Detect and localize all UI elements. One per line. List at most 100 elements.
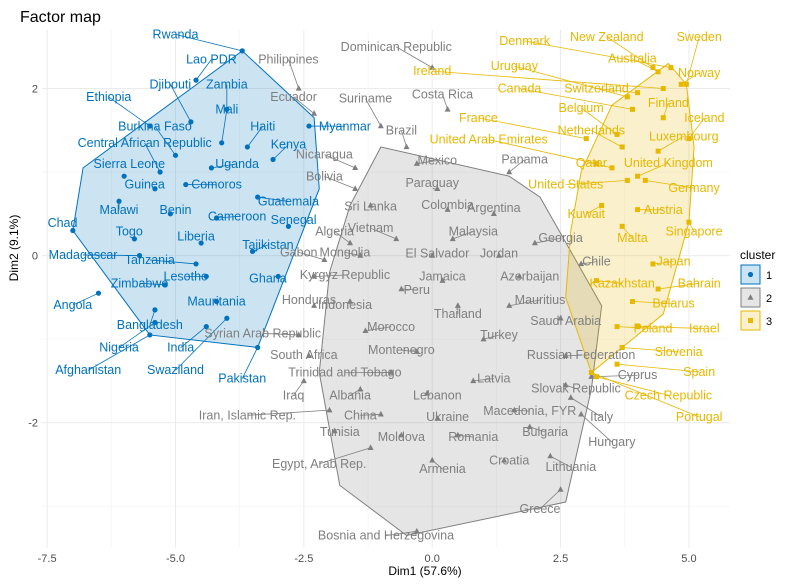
point-jordan (495, 252, 502, 258)
label-moldova: Moldova (378, 430, 425, 444)
point-india (203, 323, 209, 330)
label-qatar: Qatar (576, 156, 607, 170)
point-netherlands (619, 144, 625, 150)
y-tick-label: 0 (32, 251, 38, 263)
connector-angola (72, 292, 99, 306)
connector-tajikistan (252, 244, 269, 252)
point-kenya (270, 156, 276, 163)
label-denmark: Denmark (499, 34, 550, 48)
point-united-states (624, 177, 630, 183)
label-hungary: Hungary (588, 435, 636, 449)
point-guatemala (255, 194, 261, 200)
point-mexico (413, 160, 420, 166)
connector-bolivia (324, 176, 356, 190)
point-mauritania (213, 298, 220, 305)
connector-latvia (473, 378, 494, 382)
connector-syrian-arab-republic (262, 333, 299, 336)
point-united-kingdom (635, 173, 641, 179)
legend-marker-2 (747, 294, 754, 300)
label-pakistan: Pakistan (218, 372, 266, 386)
label-saudi-arabia: Saudi Arabia (530, 314, 601, 328)
connector-italy (570, 397, 602, 418)
point-greece (557, 486, 564, 492)
point-moldova (398, 431, 405, 438)
point-tunisia (331, 427, 338, 434)
connector-costa-rica (442, 94, 448, 110)
label-comoros: Comoros (191, 178, 242, 192)
point-turkey (480, 335, 487, 342)
label-portugal: Portugal (676, 410, 723, 424)
point-egypt-arab-rep (367, 444, 374, 450)
point-germany (642, 177, 648, 183)
point-ghana (275, 273, 281, 280)
label-ghana: Ghana (249, 271, 287, 285)
label-iraq: Iraq (283, 388, 305, 402)
point-finland (660, 115, 666, 121)
connector-djibouti (170, 84, 192, 123)
point-panama (506, 168, 513, 175)
label-slovak-republic: Slovak Republic (531, 382, 621, 396)
point-malawi (116, 198, 122, 204)
label-panama: Panama (501, 153, 548, 167)
label-lao-pdr: Lao PDR (186, 52, 237, 66)
label-nicaragua: Nicaragua (296, 148, 353, 162)
point-australia (655, 69, 661, 75)
point-tanzania (193, 261, 199, 267)
point-kyrgyz-republic (311, 273, 318, 279)
label-malaysia: Malaysia (449, 225, 498, 239)
point-new-zealand (650, 65, 656, 71)
point-vietnam (393, 235, 400, 242)
connector-ecuador (293, 96, 315, 114)
label-mauritius: Mauritius (515, 293, 566, 307)
label-spain: Spain (683, 365, 715, 379)
connector-poland (617, 326, 654, 329)
connector-mali (221, 109, 228, 143)
connector-central-african-republic (144, 142, 161, 173)
point-nigeria (152, 319, 158, 326)
label-mauritania: Mauritania (187, 295, 245, 309)
label-netherlands: Netherlands (558, 123, 625, 137)
point-algeria (347, 239, 354, 246)
connector-suriname (365, 98, 382, 127)
connector-ethiopia (108, 96, 151, 127)
point-saudi-arabia (557, 314, 564, 321)
label-angola: Angola (53, 298, 92, 312)
label-djibouti: Djibouti (150, 77, 192, 91)
label-mexico: Mexico (418, 154, 458, 168)
point-zimbabwe (162, 282, 168, 288)
label-france: France (459, 111, 498, 125)
point-sweden (683, 81, 689, 87)
label-kuwait: Kuwait (567, 207, 605, 221)
connector-madagascar (83, 254, 140, 256)
connector-kenya (272, 144, 289, 160)
point-montenegro (413, 348, 420, 354)
label-benin: Benin (160, 203, 192, 217)
label-switzerland: Switzerland (564, 82, 629, 96)
connector-china (360, 413, 381, 416)
point-brazil (403, 143, 410, 150)
point-angola (95, 290, 102, 296)
connector-lao-pdr (195, 59, 212, 81)
label-turkey: Turkey (480, 328, 518, 342)
connector-algeria (334, 231, 351, 244)
point-lebanon (424, 390, 431, 396)
point-djibouti (188, 119, 194, 125)
label-poland: Poland (634, 321, 673, 335)
point-belgium (614, 131, 620, 137)
connector-sweden (685, 36, 700, 85)
point-hungary (578, 410, 585, 417)
point-belarus (629, 299, 635, 305)
connector-slovenia (622, 347, 679, 353)
connector-montenegro (401, 349, 417, 353)
x-tick-label: 5.0 (681, 553, 696, 565)
point-romania (454, 431, 461, 438)
label-myanmar: Myanmar (319, 119, 371, 133)
connector-belgium (580, 107, 618, 135)
point-slovenia (619, 344, 625, 350)
label-cyprus: Cyprus (618, 368, 658, 382)
point-bulgaria (526, 423, 533, 430)
point-jamaica (439, 277, 446, 283)
connector-uruguay (514, 65, 628, 98)
label-azerbaijan: Azerbaijan (500, 270, 559, 284)
label-uganda: Uganda (215, 157, 259, 171)
